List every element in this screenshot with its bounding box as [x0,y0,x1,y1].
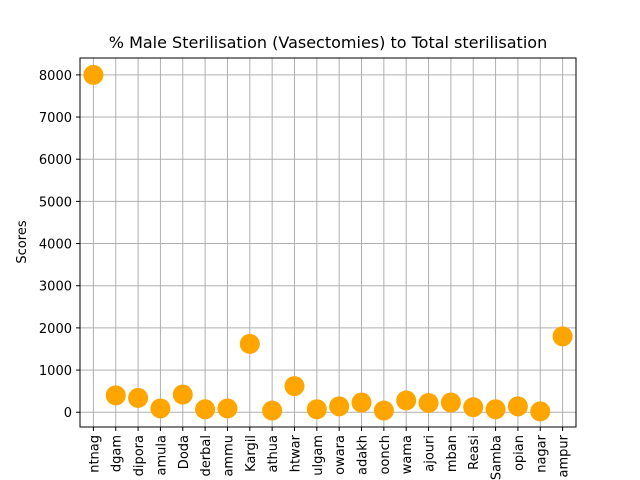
data-point [396,390,417,411]
data-point [105,385,126,406]
data-point [485,399,506,420]
data-point [351,392,372,413]
x-tick-label: Doda [177,435,192,469]
y-tick-label: 3000 [39,280,72,295]
x-tick-label: ntnag [87,435,102,473]
x-tick-label: ammu [221,435,236,477]
x-tick-label: derbal [199,435,214,476]
x-tick-label: mban [445,435,460,472]
x-tick-label: amula [154,435,169,475]
x-tick-label: athua [266,435,281,473]
x-tick-label: Kargil [244,435,259,472]
y-tick-label: 1000 [39,364,72,379]
x-tick-label: ulgam [311,435,326,476]
x-tick-label: ajouri [423,435,438,472]
data-point [530,401,551,422]
x-tick-label: opian [512,435,527,471]
x-tick-label: Samba [490,435,505,480]
plot-frame [79,57,577,428]
x-tick-label: dgam [110,435,125,472]
x-tick-label: htwar [288,434,303,472]
data-point [195,399,216,420]
y-tick-label: 2000 [39,322,72,337]
y-tick-label: 7000 [39,111,72,126]
data-point [418,392,439,413]
x-tick-label: Reasi [467,435,482,470]
data-points [83,64,573,422]
y-axis-label: Scores [15,220,30,263]
x-axis-ticks: ntnag dgam dipora amula Doda derbal ammu Kargil… [87,427,572,480]
y-tick-label: 0 [64,406,72,421]
x-tick-label: owara [333,435,348,475]
data-point [463,397,484,418]
data-point [128,387,149,408]
data-point [83,64,104,85]
chart-title: % Male Sterilisation (Vasectomies) to To… [109,33,547,52]
x-tick-label: dipora [132,435,147,476]
y-tick-label: 6000 [39,153,72,168]
data-point [373,400,394,421]
data-point [507,396,528,417]
data-point [552,326,573,347]
data-point [172,384,193,405]
y-tick-label: 4000 [39,238,72,253]
x-tick-label: adakh [356,435,371,475]
data-point [239,333,260,354]
y-tick-label: 8000 [39,69,72,84]
x-tick-label: ampur [557,434,572,477]
data-point [150,398,171,419]
y-tick-label: 5000 [39,195,72,210]
grid-lines [80,58,576,427]
data-point [284,376,305,397]
data-point [329,396,350,417]
x-tick-label: nagar [534,434,549,472]
y-axis-ticks: 0 1000 2000 3000 4000 5000 6000 7000 8000 [39,69,80,421]
data-point [262,400,283,421]
data-point [440,392,461,413]
data-point [217,398,238,419]
data-point [306,399,327,420]
x-tick-label: wama [400,435,415,474]
x-tick-label: oonch [378,435,393,475]
